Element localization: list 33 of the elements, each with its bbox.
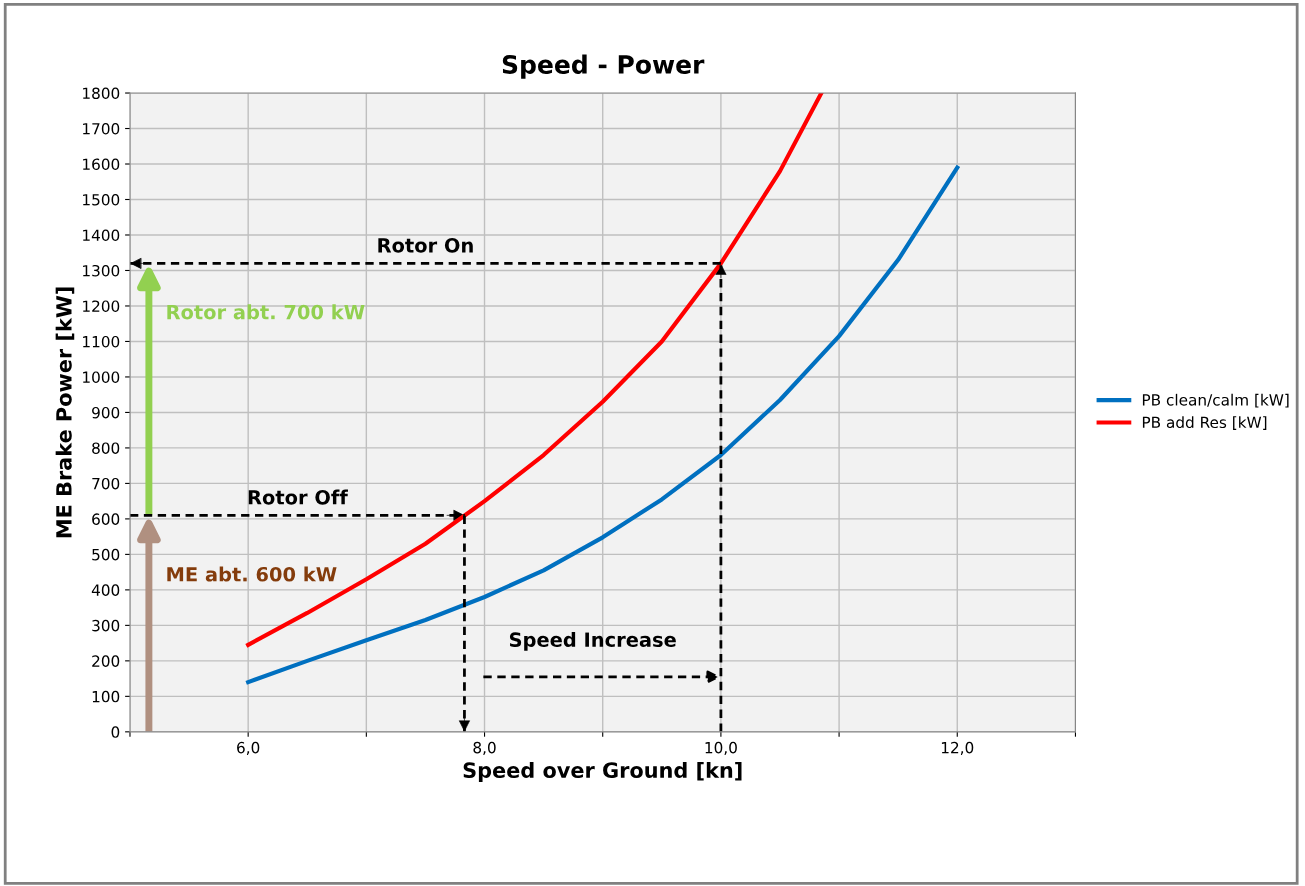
y-tick-label: 0	[111, 726, 120, 738]
y-tick-label: 800	[92, 442, 120, 454]
y-tick-label: 1300	[83, 264, 120, 277]
y-tick-label: 1400	[83, 229, 120, 242]
y-tick-label: 500	[92, 548, 120, 561]
legend-label: PB clean/calm [kW]	[1142, 393, 1289, 408]
annotation: Speed Increase	[509, 631, 676, 651]
y-tick-label: 400	[91, 584, 120, 596]
y-tick-label: 600	[92, 513, 120, 525]
y-tick-label: 700	[92, 477, 120, 490]
ref-line-label: Rotor On	[378, 237, 473, 253]
y-tick-label: 1800	[83, 87, 120, 100]
chart-title: Speed - Power	[502, 54, 705, 79]
x-axis-title: Speed over Ground [kn]	[463, 761, 742, 783]
y-tick-label: 1600	[83, 158, 120, 171]
y-tick-label: 1200	[83, 300, 120, 312]
legend-label: PB add Res [kW]	[1142, 416, 1267, 430]
y-tick-label: 300	[92, 619, 120, 632]
y-tick-label: 1100	[83, 335, 120, 348]
y-tick-label: 1000	[83, 371, 120, 383]
y-tick-label: 900	[92, 406, 120, 419]
x-tick-label: 12,0	[941, 741, 974, 755]
x-tick-label: 8,0	[473, 741, 496, 755]
y-tick-label: 100	[92, 690, 120, 703]
x-tick-label: 6,0	[237, 741, 260, 755]
annotation: ME abt. 600 kW	[167, 566, 337, 582]
ref-line-label: Rotor Off	[248, 489, 348, 505]
y-tick-label: 200	[92, 655, 120, 667]
annotation: Rotor abt. 700 kW	[167, 304, 365, 320]
x-tick-label: 10,0	[705, 741, 737, 755]
y-tick-label: 1500	[83, 193, 120, 206]
y-axis-title: ME Brake Power [kW]	[55, 287, 75, 538]
y-tick-label: 1700	[83, 122, 120, 135]
